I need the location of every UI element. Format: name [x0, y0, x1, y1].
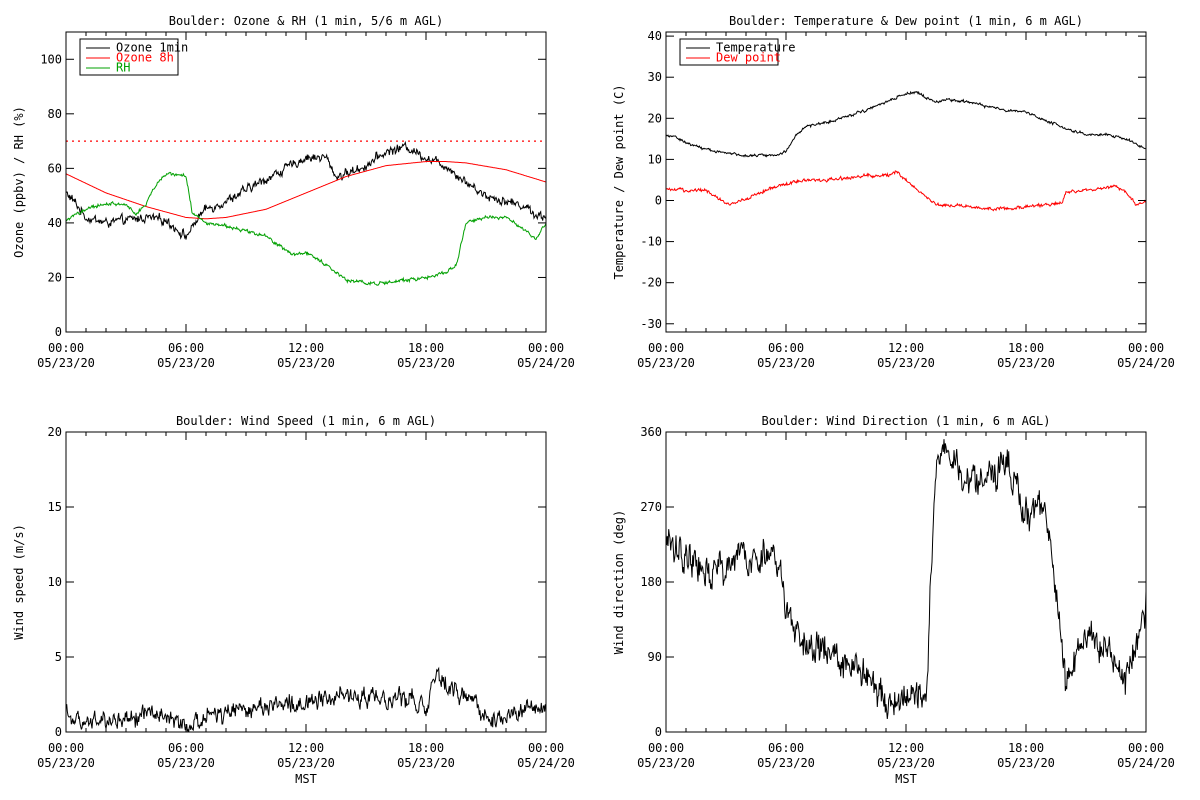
x-tick-label-time: 18:00 — [408, 341, 444, 355]
x-tick-label-date: 05/23/20 — [397, 756, 455, 770]
x-tick-label-date: 05/23/20 — [877, 756, 935, 770]
x-tick-label-date: 05/23/20 — [157, 356, 215, 370]
series-line-ozone-8h — [66, 161, 546, 220]
legend-entry: Temperature — [716, 41, 795, 55]
y-tick-label: 20 — [48, 270, 62, 284]
legend-entry: Ozone 8h — [116, 51, 174, 65]
y-tick-label: 10 — [648, 152, 662, 166]
x-tick-label-time: 18:00 — [1008, 741, 1044, 755]
x-tick-label-time: 00:00 — [1128, 741, 1164, 755]
y-tick-label: 5 — [55, 650, 62, 664]
series-line-series-0 — [66, 666, 546, 732]
x-tick-label-date: 05/24/20 — [1117, 756, 1175, 770]
y-tick-label: 60 — [48, 161, 62, 175]
legend-entry: Dew point — [716, 51, 781, 65]
legend-entry: RH — [116, 61, 130, 75]
x-tick-label-time: 12:00 — [288, 741, 324, 755]
x-axis-label: MST — [295, 772, 317, 786]
chart-title: Boulder: Ozone & RH (1 min, 5/6 m AGL) — [169, 14, 444, 28]
y-tick-label: 0 — [55, 725, 62, 739]
y-tick-label: 90 — [648, 650, 662, 664]
temperature-dewpoint-chart: Boulder: Temperature & Dew point (1 min,… — [612, 14, 1175, 370]
plot-frame — [665, 31, 1147, 333]
x-axis-label: MST — [895, 772, 917, 786]
x-tick-label-time: 00:00 — [1128, 341, 1164, 355]
plot-frame — [65, 431, 547, 733]
x-tick-label-date: 05/23/20 — [157, 756, 215, 770]
legend-box — [679, 38, 779, 66]
x-tick-label-date: 05/23/20 — [997, 756, 1055, 770]
chart-title: Boulder: Temperature & Dew point (1 min,… — [729, 14, 1083, 28]
x-tick-label-date: 05/23/20 — [757, 356, 815, 370]
x-tick-label-time: 00:00 — [648, 341, 684, 355]
y-axis-label: Ozone (ppbv) / RH (%) — [12, 106, 26, 258]
series-line-rh — [66, 171, 546, 286]
x-tick-label-date: 05/23/20 — [277, 756, 335, 770]
x-tick-label-date: 05/23/20 — [37, 356, 95, 370]
x-tick-label-date: 05/23/20 — [37, 756, 95, 770]
y-axis-label: Wind speed (m/s) — [12, 524, 26, 640]
y-axis-label: Temperature / Dew point (C) — [612, 84, 626, 279]
y-tick-label: 20 — [648, 111, 662, 125]
y-tick-label: 40 — [48, 216, 62, 230]
chart-title: Boulder: Wind Direction (1 min, 6 m AGL) — [762, 414, 1051, 428]
y-tick-label: 80 — [48, 107, 62, 121]
x-tick-label-date: 05/23/20 — [397, 356, 455, 370]
series-line-dew-point — [666, 170, 1146, 212]
y-axis-label: Wind direction (deg) — [612, 510, 626, 655]
y-tick-label: -30 — [640, 317, 662, 331]
x-tick-label-time: 00:00 — [648, 741, 684, 755]
x-tick-label-date: 05/24/20 — [1117, 356, 1175, 370]
y-tick-label: 360 — [640, 425, 662, 439]
x-tick-label-date: 05/23/20 — [637, 356, 695, 370]
wind-speed-chart: Boulder: Wind Speed (1 min, 6 m AGL) 0 5 10… — [12, 414, 575, 786]
x-tick-label-time: 00:00 — [528, 741, 564, 755]
plot-frame — [665, 431, 1147, 733]
x-tick-label-time: 06:00 — [168, 341, 204, 355]
x-tick-label-time: 12:00 — [888, 741, 924, 755]
y-tick-label: 0 — [55, 325, 62, 339]
chart-title: Boulder: Wind Speed (1 min, 6 m AGL) — [176, 414, 436, 428]
series-line-temperature — [666, 90, 1146, 158]
x-tick-label-date: 05/23/20 — [277, 356, 335, 370]
x-tick-label-time: 06:00 — [168, 741, 204, 755]
series-line-series-0 — [666, 439, 1146, 720]
x-tick-label-date: 05/24/20 — [517, 756, 575, 770]
x-tick-label-time: 12:00 — [888, 341, 924, 355]
x-tick-label-date: 05/23/20 — [877, 356, 935, 370]
x-tick-label-date: 05/23/20 — [997, 356, 1055, 370]
legend-box — [79, 38, 179, 76]
x-tick-label-time: 06:00 — [768, 741, 804, 755]
wind-direction-chart: Boulder: Wind Direction (1 min, 6 m AGL)… — [612, 414, 1175, 786]
series-line-ozone-1min — [66, 140, 546, 240]
x-tick-label-time: 18:00 — [408, 741, 444, 755]
x-tick-label-date: 05/23/20 — [757, 756, 815, 770]
x-tick-label-time: 00:00 — [528, 341, 564, 355]
x-tick-label-time: 12:00 — [288, 341, 324, 355]
x-tick-label-date: 05/24/20 — [517, 356, 575, 370]
x-tick-label-time: 00:00 — [48, 741, 84, 755]
y-tick-label: 10 — [48, 575, 62, 589]
x-tick-label-time: 00:00 — [48, 341, 84, 355]
y-tick-label: 180 — [640, 575, 662, 589]
y-tick-label: 20 — [48, 425, 62, 439]
x-tick-label-date: 05/23/20 — [637, 756, 695, 770]
y-tick-label: -10 — [640, 235, 662, 249]
y-tick-label: 40 — [648, 29, 662, 43]
legend-entry: Ozone 1min — [116, 41, 188, 55]
plot-frame — [65, 31, 547, 333]
x-tick-label-time: 18:00 — [1008, 341, 1044, 355]
y-tick-label: 0 — [655, 193, 662, 207]
y-tick-label: 30 — [648, 70, 662, 84]
y-tick-label: 100 — [40, 52, 62, 66]
y-tick-label: 270 — [640, 500, 662, 514]
x-tick-label-time: 06:00 — [768, 341, 804, 355]
y-tick-label: 15 — [48, 500, 62, 514]
y-tick-label: -20 — [640, 276, 662, 290]
y-tick-label: 0 — [655, 725, 662, 739]
ozone-rh-chart: Boulder: Ozone & RH (1 min, 5/6 m AGL) 0 2… — [12, 14, 575, 370]
